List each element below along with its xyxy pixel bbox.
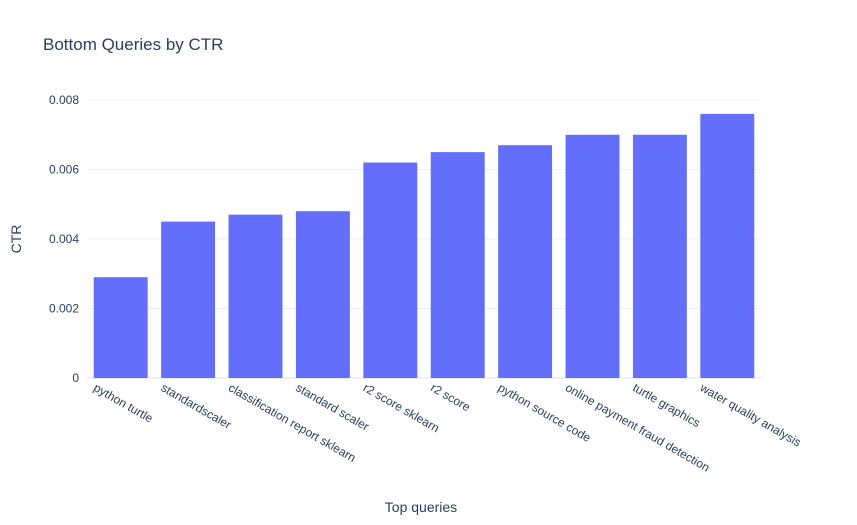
chart-title: Bottom Queries by CTR — [43, 35, 223, 54]
bar[interactable] — [363, 162, 418, 378]
y-tick-label: 0.004 — [49, 232, 79, 246]
y-axis-title: CTR — [8, 225, 24, 254]
bars — [93, 113, 755, 379]
bar[interactable] — [430, 152, 485, 378]
bar[interactable] — [295, 211, 350, 378]
x-tick-label: classification report sklearn — [226, 380, 358, 464]
bar[interactable] — [632, 134, 687, 378]
bar[interactable] — [93, 277, 148, 378]
y-tick-label: 0.006 — [49, 163, 79, 177]
bar[interactable] — [498, 145, 553, 378]
x-tick-label: python turtle — [91, 380, 155, 425]
bar[interactable] — [161, 221, 216, 378]
x-axis-title: Top queries — [385, 499, 457, 515]
x-tick-label: standardscaler — [159, 380, 234, 431]
y-tick-label: 0.008 — [49, 93, 79, 107]
y-tick-label: 0.002 — [49, 302, 79, 316]
bar[interactable] — [228, 214, 283, 378]
y-axis-ticks: 0 0.002 0.004 0.006 0.008 — [49, 93, 79, 385]
y-tick-label: 0 — [72, 371, 79, 385]
x-tick-label: water quality analysis — [697, 380, 804, 450]
bar[interactable] — [565, 134, 620, 378]
x-axis-ticks: python turtle standardscalerclassificatio… — [91, 380, 803, 475]
x-tick-label: r2 score — [428, 380, 473, 414]
bar[interactable] — [700, 113, 755, 379]
